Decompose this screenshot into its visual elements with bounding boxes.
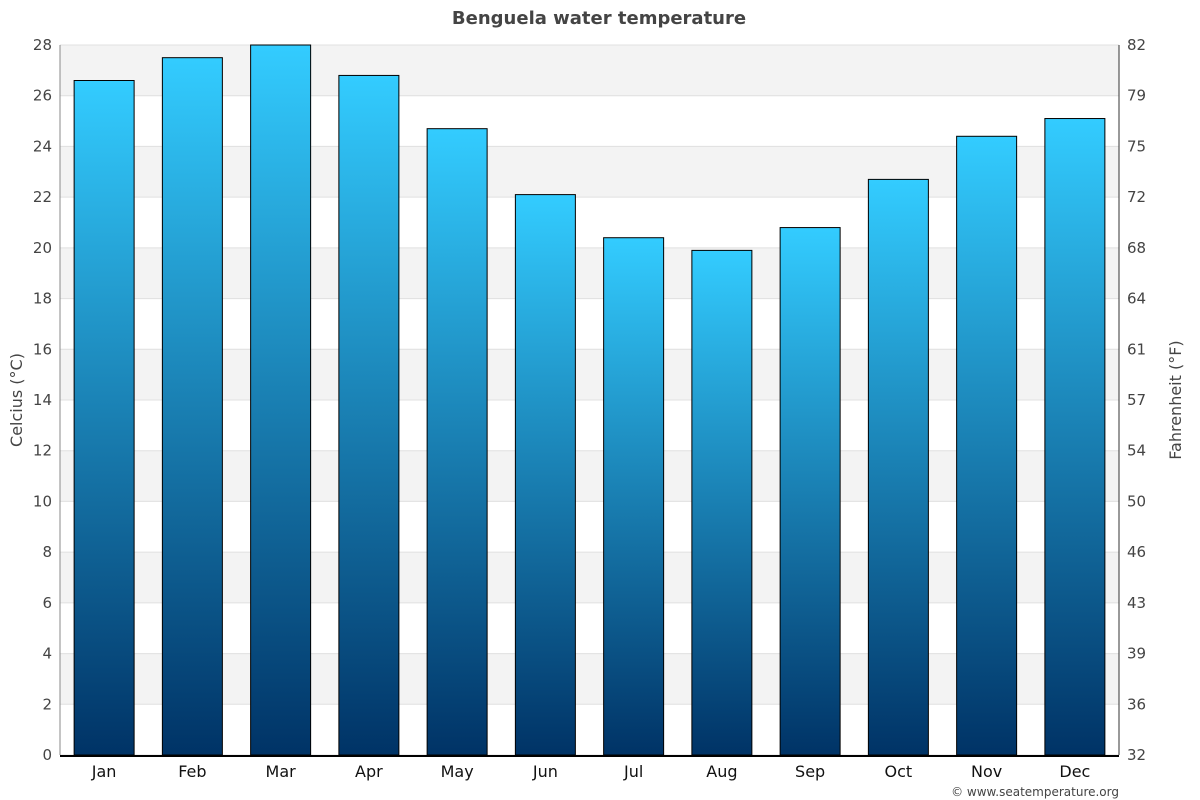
bar-nov <box>956 135 1018 756</box>
x-tick-label: Nov <box>971 762 1002 781</box>
y-tick-label-left: 2 <box>42 695 52 713</box>
y-tick-label-right: 43 <box>1127 594 1146 612</box>
x-tick-label: Jul <box>623 762 643 781</box>
y-tick-label-left: 28 <box>33 36 52 54</box>
y-tick-label-left: 24 <box>33 137 52 155</box>
bar-sep <box>779 227 841 756</box>
bar-feb <box>161 57 223 756</box>
x-tick-label: Oct <box>885 762 913 781</box>
y-tick-label-right: 50 <box>1127 492 1146 510</box>
y-tick-label-left: 14 <box>33 391 52 409</box>
bar-jul <box>603 237 665 756</box>
bar-aug <box>691 249 753 756</box>
bar-mar <box>250 44 312 756</box>
y-tick-label-left: 22 <box>33 188 52 206</box>
y-tick-label-left: 4 <box>42 645 52 663</box>
bar-oct <box>867 178 929 756</box>
y-tick-label-right: 39 <box>1127 645 1146 663</box>
x-tick-label: Jan <box>91 762 117 781</box>
x-tick-label: Jun <box>532 762 558 781</box>
y-tick-label-left: 8 <box>42 543 52 561</box>
x-tick-label: Feb <box>178 762 206 781</box>
bar-jun <box>514 194 576 756</box>
y-tick-label-left: 0 <box>42 746 52 764</box>
bar-may <box>426 128 488 756</box>
y-tick-label-right: 79 <box>1127 87 1146 105</box>
bar-dec <box>1044 118 1106 756</box>
y-tick-label-right: 57 <box>1127 391 1146 409</box>
y-tick-label-left: 18 <box>33 290 52 308</box>
grid-band <box>60 653 1119 705</box>
x-tick-label: May <box>441 762 474 781</box>
grid-band <box>60 45 1119 96</box>
bar-apr <box>338 74 400 756</box>
y-tick-label-left: 10 <box>33 492 52 510</box>
y-tick-label-left: 26 <box>33 87 52 105</box>
credit-text: © www.seatemperature.org <box>951 785 1119 799</box>
y-tick-label-right: 82 <box>1127 36 1146 54</box>
x-tick-label: Dec <box>1059 762 1090 781</box>
grid-band <box>60 349 1119 400</box>
y-tick-label-right: 64 <box>1127 290 1146 308</box>
y-tick-label-right: 75 <box>1127 137 1146 155</box>
x-tick-label: Mar <box>266 762 297 781</box>
y-tick-label-right: 46 <box>1127 543 1146 561</box>
y-axis-label-right: Fahrenheit (°F) <box>1166 340 1185 459</box>
y-tick-label-right: 54 <box>1127 442 1146 460</box>
y-tick-label-left: 16 <box>33 340 52 358</box>
y-tick-label-left: 20 <box>33 239 52 257</box>
y-tick-label-left: 6 <box>42 594 52 612</box>
x-tick-label: Apr <box>355 762 383 781</box>
grid-band <box>60 146 1119 198</box>
y-axis-label-left: Celcius (°C) <box>7 353 26 447</box>
chart-title: Benguela water temperature <box>452 8 746 29</box>
x-tick-label: Sep <box>795 762 825 781</box>
y-tick-label-right: 61 <box>1127 340 1146 358</box>
bar-jan <box>73 80 135 756</box>
y-tick-label-left: 12 <box>33 442 52 460</box>
grid-band <box>60 450 1119 502</box>
grid-band <box>60 552 1119 603</box>
grid-band <box>60 247 1119 299</box>
y-tick-label-right: 32 <box>1127 746 1146 764</box>
y-tick-label-right: 72 <box>1127 188 1146 206</box>
x-tick-label: Aug <box>706 762 737 781</box>
y-tick-label-right: 36 <box>1127 695 1146 713</box>
y-tick-label-right: 68 <box>1127 239 1146 257</box>
